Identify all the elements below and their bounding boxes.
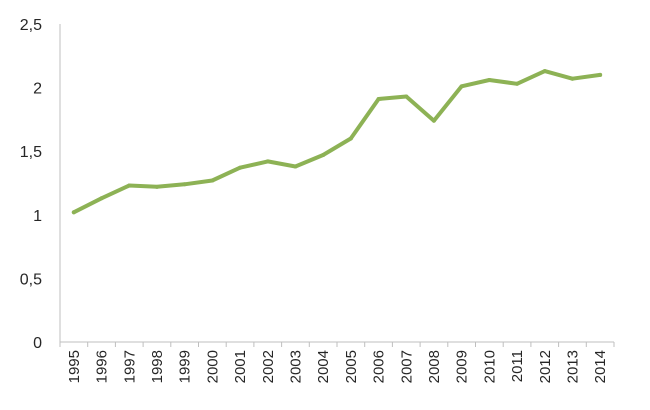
x-tick-label: 2013 xyxy=(564,350,581,383)
x-tick-label: 2000 xyxy=(204,350,221,383)
data-point-2002 xyxy=(265,159,270,164)
y-tick-label: 0 xyxy=(33,335,42,352)
y-tick-label: 0,5 xyxy=(20,271,42,288)
data-point-2014 xyxy=(598,72,603,77)
series-layer xyxy=(71,69,603,215)
data-point-1997 xyxy=(127,183,132,188)
x-tick-label: 2014 xyxy=(592,350,609,383)
x-tick-label: 1995 xyxy=(66,350,83,383)
y-tick-label: 1,5 xyxy=(20,144,42,161)
x-tick-label: 2005 xyxy=(343,350,360,383)
x-tick-label: 2011 xyxy=(509,350,526,382)
data-point-2011 xyxy=(515,81,520,86)
y-axis: 0 0,5 1 1,5 2 2,5 xyxy=(20,17,61,352)
x-tick-label: 2002 xyxy=(260,350,277,383)
data-point-1998 xyxy=(154,184,159,189)
data-point-2012 xyxy=(542,69,547,74)
x-tick-label: 1999 xyxy=(177,350,194,383)
data-point-2013 xyxy=(570,76,575,81)
data-point-1995 xyxy=(71,210,76,215)
x-tick-label: 2003 xyxy=(287,350,304,383)
y-tick-label: 2,5 xyxy=(20,17,42,34)
data-point-2001 xyxy=(238,165,243,170)
x-tick-label: 2010 xyxy=(481,350,498,383)
x-tick-label: 1997 xyxy=(121,350,138,383)
x-tick-label: 1996 xyxy=(94,350,111,383)
data-point-2007 xyxy=(404,94,409,99)
series-line xyxy=(71,69,603,215)
data-point-2005 xyxy=(348,136,353,141)
y-tick-label: 1 xyxy=(33,208,42,225)
x-axis: 1995 1996 1997 1998 1999 2000 2001 2002 2003 2004… xyxy=(59,341,615,383)
data-point-2004 xyxy=(321,153,326,158)
y-tick-label: 2 xyxy=(33,81,42,98)
x-tick-label: 2001 xyxy=(232,350,249,383)
data-point-2000 xyxy=(210,178,215,183)
data-point-2008 xyxy=(431,118,436,123)
data-point-2010 xyxy=(487,77,492,82)
x-tick-label: 2009 xyxy=(454,350,471,383)
x-tick-label: 2007 xyxy=(398,350,415,383)
data-point-1996 xyxy=(99,196,104,201)
x-tick-label: 2004 xyxy=(315,350,332,383)
data-point-2009 xyxy=(459,84,464,89)
data-point-2003 xyxy=(293,164,298,169)
data-point-2006 xyxy=(376,97,381,102)
x-tick-label: 2012 xyxy=(537,350,554,383)
x-tick-label: 2006 xyxy=(371,350,388,383)
x-tick-label: 2008 xyxy=(426,350,443,383)
x-tick-label: 1998 xyxy=(149,350,166,383)
data-point-1999 xyxy=(182,182,187,187)
